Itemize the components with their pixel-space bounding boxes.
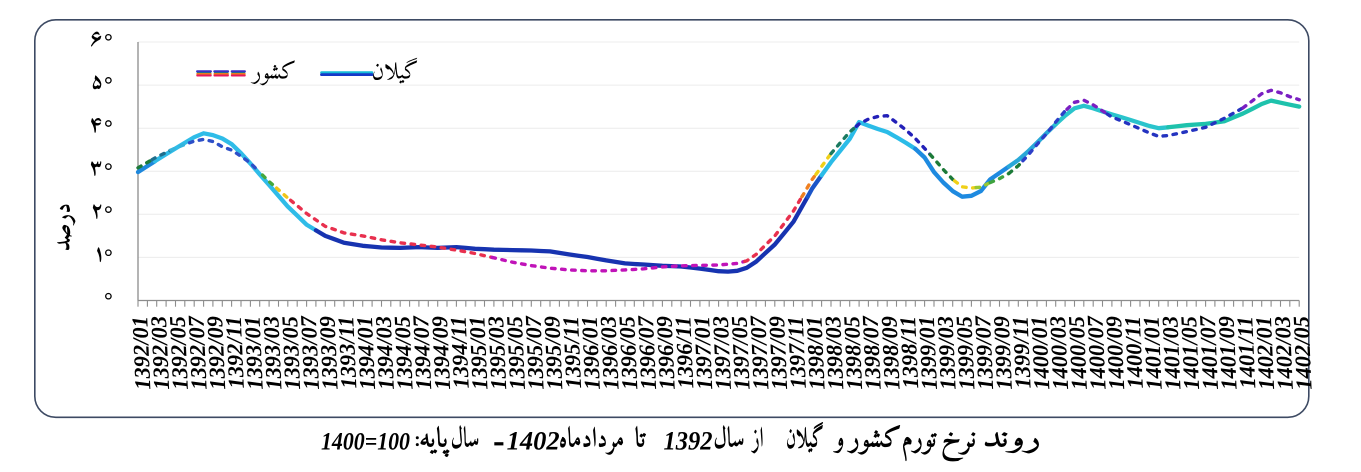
svg-text:1398/01: 1398/01 (801, 316, 829, 391)
svg-text:1399/03: 1399/03 (932, 316, 960, 391)
svg-text:1396/05: 1396/05 (614, 316, 642, 391)
svg-text:1397/11: 1397/11 (783, 316, 811, 390)
svg-text:1394/03: 1394/03 (371, 316, 399, 391)
svg-text:1393/11: 1393/11 (333, 316, 361, 390)
svg-text:1392/01: 1392/01 (127, 316, 155, 391)
svg-text:1395/03: 1395/03 (483, 316, 511, 391)
svg-text:1394/09: 1394/09 (427, 316, 455, 391)
svg-text:1401/05: 1401/05 (1176, 316, 1204, 391)
svg-text:1402/03: 1402/03 (1270, 316, 1298, 391)
svg-text:1402/05: 1402/05 (1288, 316, 1316, 391)
svg-text:1396/11: 1396/11 (670, 316, 698, 390)
svg-text:1400/03: 1400/03 (1045, 316, 1073, 391)
svg-text:1395/01: 1395/01 (464, 316, 492, 391)
svg-text:1394/11: 1394/11 (446, 316, 474, 390)
svg-text:1398/07: 1398/07 (858, 315, 886, 391)
svg-text:1400=100: 1400=100 (321, 429, 410, 456)
svg-text:1398/05: 1398/05 (839, 316, 867, 391)
svg-text:1401/11: 1401/11 (1232, 316, 1260, 390)
svg-text:1397/01: 1397/01 (689, 316, 717, 391)
svg-text:1400/11: 1400/11 (1120, 316, 1148, 390)
svg-text:1392/07: 1392/07 (183, 315, 211, 391)
svg-text:1396/03: 1396/03 (595, 316, 623, 391)
svg-text:1401/07: 1401/07 (1195, 315, 1223, 391)
svg-text:1396/07: 1396/07 (633, 315, 661, 391)
svg-text:1393/03: 1393/03 (258, 316, 286, 391)
svg-text:1398/03: 1398/03 (820, 316, 848, 391)
svg-text:1400/01: 1400/01 (1026, 316, 1054, 391)
svg-text:1397/03: 1397/03 (708, 316, 736, 391)
svg-text:1401/01: 1401/01 (1139, 316, 1167, 391)
svg-text:1397/07: 1397/07 (745, 315, 773, 391)
svg-text:1401/09: 1401/09 (1213, 316, 1241, 391)
svg-text:1395/09: 1395/09 (539, 316, 567, 391)
svg-text:1393/01: 1393/01 (240, 316, 268, 391)
svg-text:1399/09: 1399/09 (989, 316, 1017, 391)
svg-text:1399/07: 1399/07 (970, 315, 998, 391)
svg-text:1395/07: 1395/07 (520, 315, 548, 391)
svg-text:1398/11: 1398/11 (895, 316, 923, 390)
svg-text:1402/01: 1402/01 (1251, 316, 1279, 391)
svg-text:1399/01: 1399/01 (914, 316, 942, 391)
svg-text:1399/05: 1399/05 (951, 316, 979, 391)
svg-text:1393/07: 1393/07 (296, 315, 324, 391)
svg-text:1398/09: 1398/09 (876, 316, 904, 391)
svg-text:1396/01: 1396/01 (577, 316, 605, 391)
svg-text:1401/03: 1401/03 (1157, 316, 1185, 391)
svg-text:1395/11: 1395/11 (558, 316, 586, 390)
svg-text:1395/05: 1395/05 (502, 316, 530, 391)
svg-text:1393/05: 1393/05 (277, 316, 305, 391)
svg-text:1394/05: 1394/05 (389, 316, 417, 391)
svg-text:1400/07: 1400/07 (1082, 315, 1110, 391)
svg-text:1396/09: 1396/09 (652, 316, 680, 391)
svg-text:1400/05: 1400/05 (1064, 316, 1092, 391)
svg-text:1392/05: 1392/05 (165, 316, 193, 391)
svg-text:1392/03: 1392/03 (146, 316, 174, 391)
svg-text:1392/09: 1392/09 (202, 316, 230, 391)
svg-text:1399/11: 1399/11 (1007, 316, 1035, 390)
svg-text:1393/09: 1393/09 (314, 316, 342, 391)
svg-text:1392: 1392 (664, 427, 713, 456)
svg-text:1397/09: 1397/09 (764, 316, 792, 391)
svg-text:1392/11: 1392/11 (221, 316, 249, 390)
svg-text:1394/07: 1394/07 (408, 315, 436, 391)
svg-text:1400/09: 1400/09 (1101, 316, 1129, 391)
svg-text:1397/05: 1397/05 (726, 316, 754, 391)
svg-text:1394/01: 1394/01 (352, 316, 380, 391)
svg-text:1402: 1402 (507, 427, 560, 456)
